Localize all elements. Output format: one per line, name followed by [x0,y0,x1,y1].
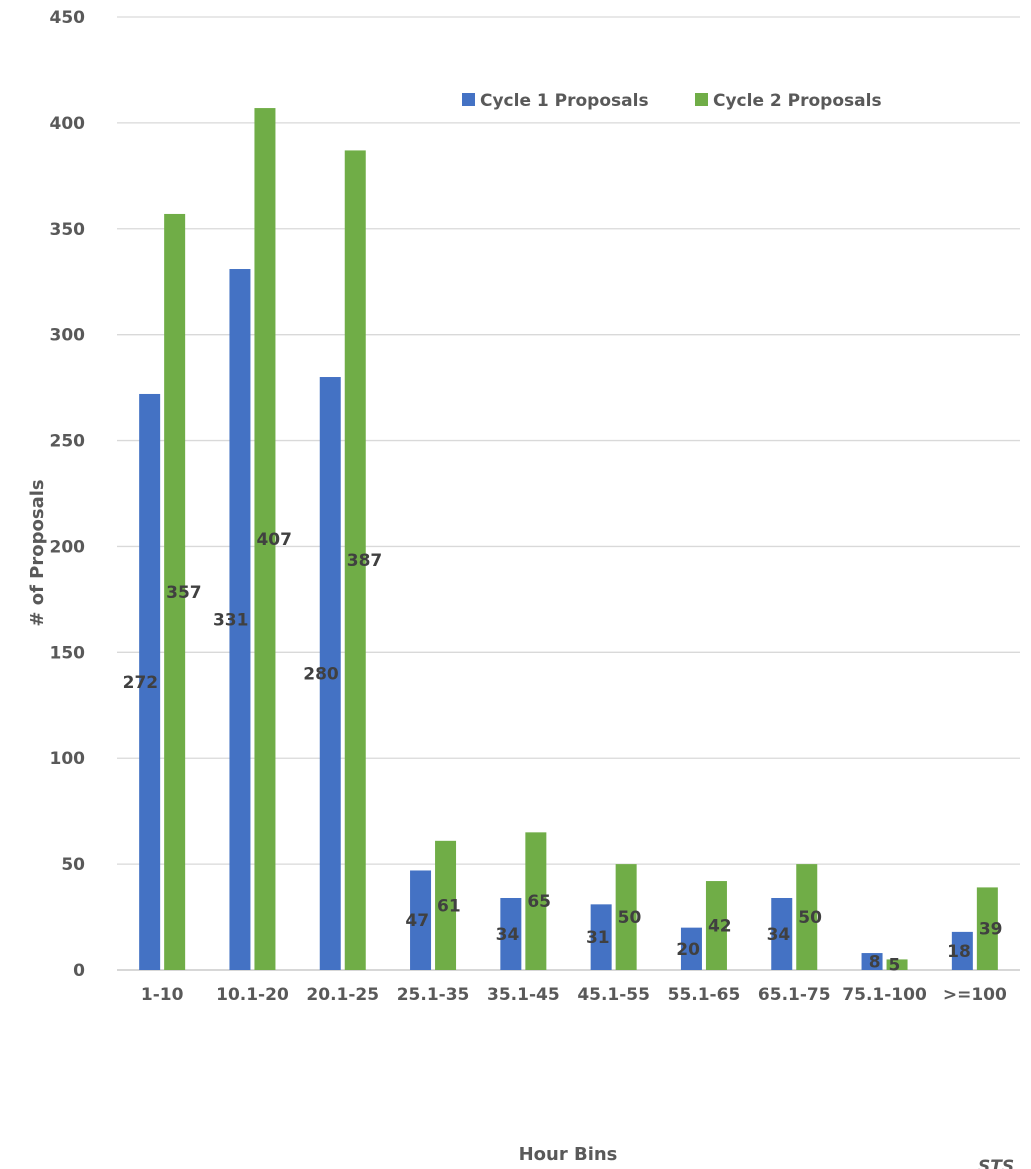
bar-cycle-2 [525,832,547,970]
gridlines [117,16,1020,971]
data-label: 387 [347,551,383,571]
bar-cycle-2 [886,959,908,970]
data-label: 42 [708,917,732,937]
x-tick-label: 1-10 [141,985,184,1005]
y-tick-label: 400 [50,114,86,134]
legend-swatch [462,93,475,106]
data-label: 280 [303,665,339,685]
y-tick-label: 0 [73,961,85,981]
y-tick-label: 150 [50,643,86,663]
x-axis-ticks: 1-10 10.1-20 20.1-25 25.1-35 35.1-45 45.1-55 5… [141,985,1007,1005]
data-label: 65 [527,892,551,912]
y-tick-label: 200 [50,537,86,557]
bar-cycle-2 [254,108,276,970]
y-tick-label: 250 [50,432,86,452]
data-labels: 272 357 331 407 280 387 47 61 34 65 31 50 20 42 34 50 8 5… [123,530,1003,976]
y-tick-label: 450 [50,8,86,28]
data-label: 331 [213,611,249,631]
data-label: 20 [676,940,700,960]
data-label: 31 [586,928,610,948]
x-tick-label: 55.1-65 [668,985,741,1005]
legend: Cycle 1 Proposals Cycle 2 Proposals [462,91,882,111]
x-tick-label: 10.1-20 [216,985,289,1005]
bar-cycle-1 [951,931,973,970]
corner-text: STS [978,1157,1014,1169]
legend-label: Cycle 1 Proposals [480,91,649,111]
data-label: 357 [166,583,202,603]
bar-cycle-2 [164,213,186,970]
data-label: 34 [496,925,520,945]
bar-cycle-2 [976,887,998,970]
bar-cycle-2 [705,881,727,970]
y-tick-label: 50 [61,855,85,875]
data-label: 50 [798,908,822,928]
bar-cycle-1 [229,269,251,970]
y-tick-label: 350 [50,220,86,240]
bar-cycle-1 [500,897,522,970]
y-tick-label: 100 [50,749,86,769]
data-label: 61 [437,896,461,916]
data-label: 47 [405,911,429,931]
data-label: 5 [889,956,901,976]
data-label: 50 [618,908,642,928]
bars [139,108,998,971]
bar-cycle-1 [771,897,793,970]
bar-cycle-1 [861,953,883,970]
bar-cycle-1 [410,870,432,970]
x-tick-label: 45.1-55 [577,985,650,1005]
legend-label: Cycle 2 Proposals [713,91,882,111]
data-label: 18 [947,942,971,962]
bar-cycle-2 [344,150,366,971]
x-tick-label: 35.1-45 [487,985,560,1005]
x-tick-label: >=100 [943,985,1007,1005]
bar-cycle-1 [319,377,341,970]
legend-swatch [695,93,708,106]
bar-cycle-1 [590,904,612,970]
y-tick-label: 300 [50,326,86,346]
data-label: 8 [869,953,881,973]
bar-cycle-1 [139,393,161,970]
data-label: 34 [767,925,791,945]
bar-cycle-2 [435,840,457,970]
bar-cycle-2 [615,864,637,970]
x-tick-label: 20.1-25 [306,985,379,1005]
x-tick-label: 65.1-75 [758,985,831,1005]
y-axis-title: # of Proposals [27,479,48,626]
y-axis-ticks: 0 50 100 150 200 250 300 350 400 450 [50,8,86,981]
bar-cycle-2 [796,864,818,970]
data-label: 272 [123,673,159,693]
x-axis-title: Hour Bins [519,1144,618,1165]
x-tick-label: 75.1-100 [842,985,927,1005]
x-tick-label: 25.1-35 [397,985,470,1005]
data-label: 39 [979,920,1003,940]
data-label: 407 [256,530,292,550]
bar-cycle-1 [680,927,702,970]
